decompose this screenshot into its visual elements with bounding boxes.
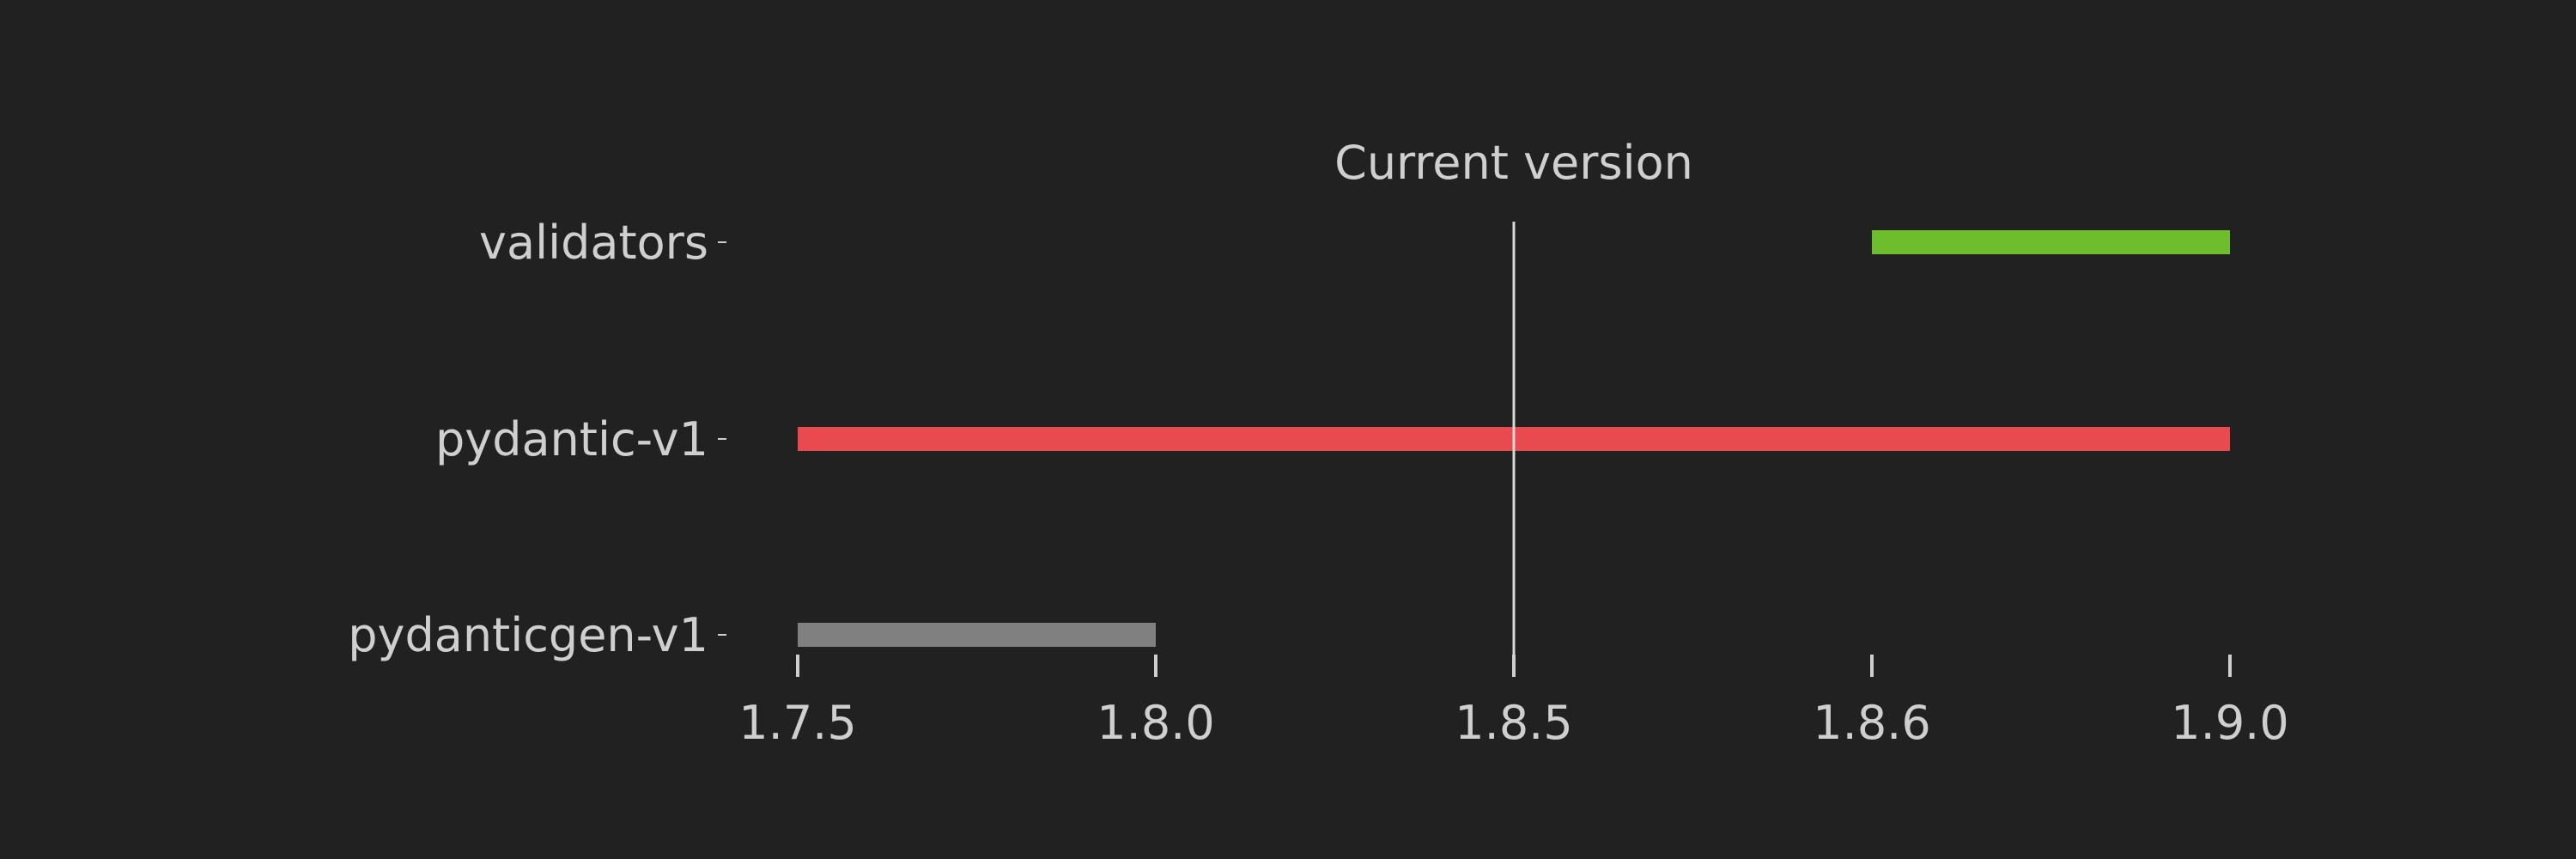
x-tick-label-1.9.0: 1.9.0: [2171, 696, 2288, 750]
y-axis: validators pydantic-v1 pydanticgen-v1: [348, 216, 726, 662]
y-tick-label-pydanticgen-v1: pydanticgen-v1: [348, 608, 708, 662]
x-axis: 1.7.5 1.8.0 1.8.5 1.8.6 1.9.0: [738, 655, 2289, 750]
current-version-marker: Current version: [1334, 136, 1693, 677]
x-tick-label-1.8.6: 1.8.6: [1813, 696, 1930, 750]
bar-validators: [1872, 230, 2230, 254]
bar-pydanticgen-v1: [798, 623, 1156, 647]
current-version-label: Current version: [1334, 136, 1693, 190]
x-tick-label-1.8.0: 1.8.0: [1097, 696, 1214, 750]
x-tick-label-1.7.5: 1.7.5: [738, 696, 856, 750]
y-tick-label-pydantic-v1: pydantic-v1: [435, 412, 708, 466]
y-tick-label-validators: validators: [479, 216, 708, 270]
x-tick-label-1.8.5: 1.8.5: [1455, 696, 1572, 750]
